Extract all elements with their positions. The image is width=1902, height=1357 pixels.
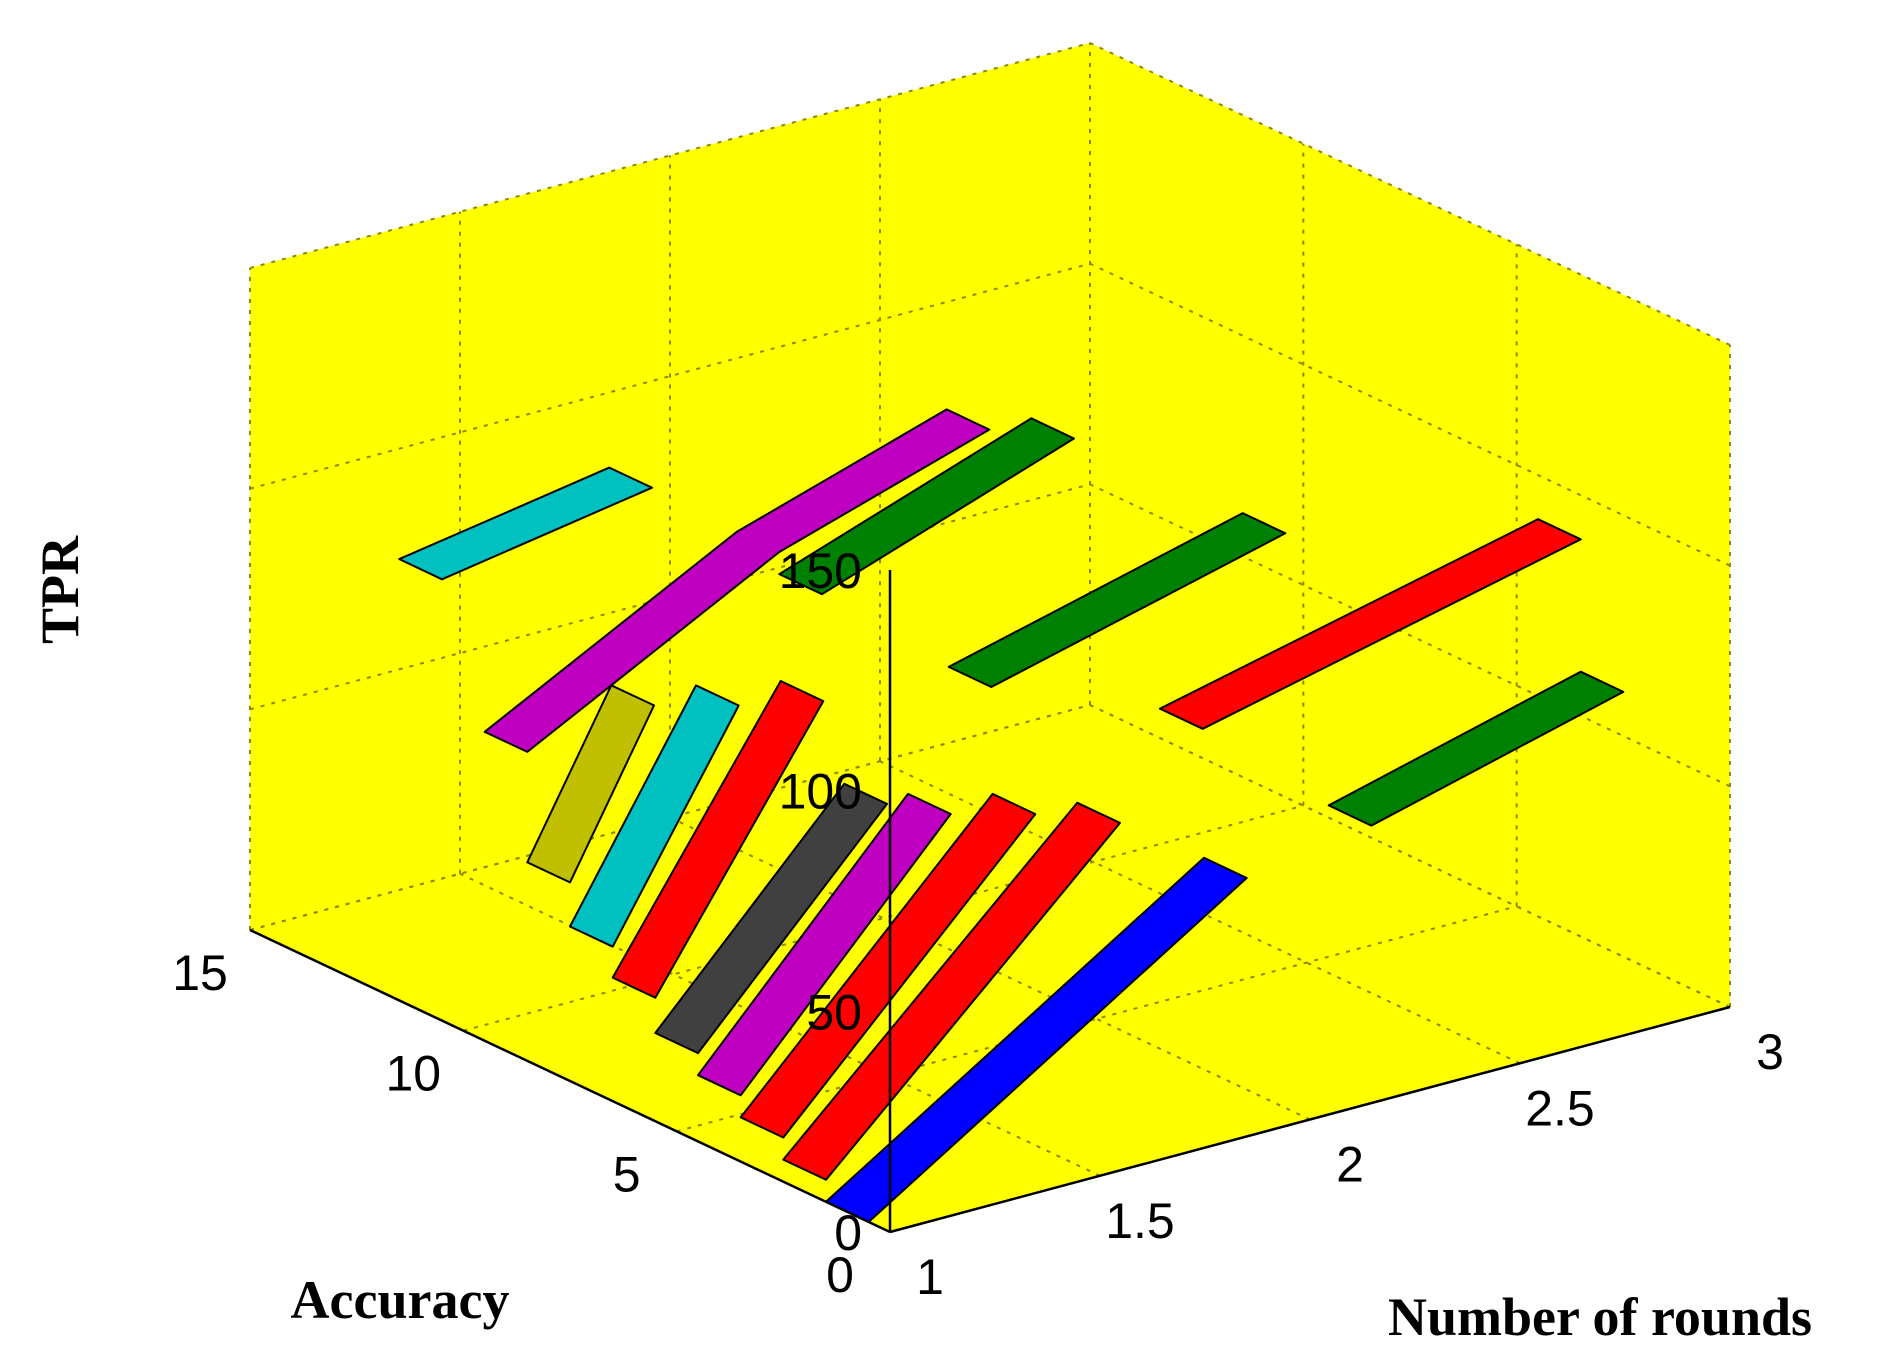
grid-line	[1089, 483, 1731, 788]
grid-line	[1089, 704, 1731, 1008]
x-tick-label: 2	[1336, 1137, 1364, 1193]
surface-band-12	[947, 512, 1287, 688]
z-tick-label: 150	[779, 543, 862, 599]
z-tick-label: 0	[834, 1205, 862, 1261]
z-tick-label: 50	[806, 984, 862, 1040]
surface-band-11	[778, 417, 1075, 596]
surface-band-9	[483, 408, 991, 753]
z-axis-label: TPR	[30, 535, 90, 644]
x-tick-label: 1.5	[1105, 1193, 1175, 1249]
surface-band-7	[569, 684, 740, 948]
surface-band-8	[526, 684, 655, 884]
side-pane	[1090, 43, 1730, 1007]
surface-band-10	[398, 466, 653, 581]
grid-line	[1089, 42, 1731, 346]
y-axis-line	[249, 928, 891, 1234]
surface-band-2	[782, 801, 1121, 1181]
surface-band-14	[1327, 670, 1625, 827]
y-tick-label: 5	[613, 1146, 641, 1202]
x-tick-label: 3	[1756, 1024, 1784, 1080]
x-axis-line	[889, 1005, 1731, 1234]
surface-band-6	[611, 680, 825, 999]
x-tick-label: 2.5	[1525, 1080, 1595, 1136]
grid-line	[1089, 262, 1731, 567]
x-tick-label: 1	[916, 1249, 944, 1305]
surface-band-4	[697, 792, 952, 1097]
surface-band-3	[739, 792, 1037, 1139]
y-tick-label: 0	[826, 1247, 854, 1303]
grid-line	[463, 804, 1304, 1032]
y-axis-label: Accuracy	[291, 1270, 510, 1330]
grid-line	[249, 262, 1091, 490]
y-tick-label: 15	[172, 945, 228, 1001]
grid-line	[249, 704, 1091, 931]
grid-line	[249, 483, 1091, 711]
surface-band-13	[1159, 518, 1582, 730]
x-axis-label: Number of rounds	[1388, 1287, 1812, 1347]
y-tick-label: 10	[385, 1046, 441, 1102]
z-tick-label: 100	[779, 764, 862, 820]
grid-line	[249, 42, 1091, 269]
surface-band-5	[654, 782, 888, 1055]
